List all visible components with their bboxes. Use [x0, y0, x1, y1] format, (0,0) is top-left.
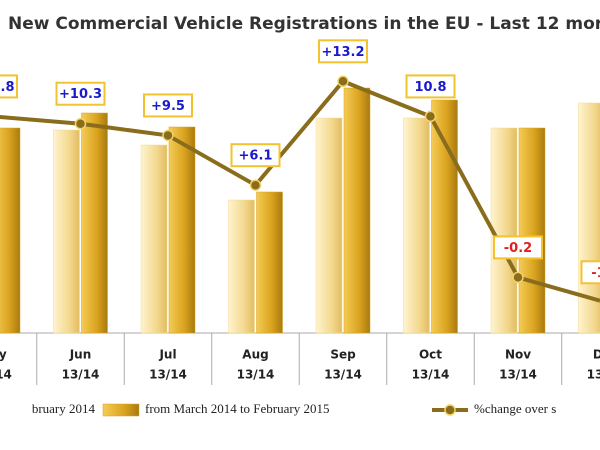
x-tick-label: Aug [242, 348, 268, 362]
line-marker [512, 271, 524, 284]
bar [431, 99, 458, 334]
bar [0, 127, 21, 334]
x-tick-label: May [0, 348, 7, 362]
value-label-box [493, 235, 543, 260]
x-tick-sublabel: 13/14 [0, 368, 12, 382]
value-label: +10.8 [0, 80, 14, 95]
bar [490, 127, 518, 334]
chart-title: New Commercial Vehicle Registrations in … [8, 14, 600, 34]
legend-swatch-marker [444, 404, 456, 416]
x-tick-sublabel: 13/14 [149, 368, 187, 382]
line-marker [162, 129, 174, 142]
x-tick-label: Nov [505, 348, 531, 362]
x-tick-label: Jun [69, 348, 92, 362]
x-tick-sublabel: 13/14 [62, 368, 100, 382]
value-label: +10.3 [59, 87, 102, 102]
value-label-box [580, 260, 600, 285]
bar [228, 199, 255, 334]
line-marker [249, 179, 262, 191]
x-tick-sublabel: 13/14 [587, 368, 600, 382]
value-label: 10.8 [414, 80, 446, 95]
legend-label: bruary 2014 [32, 401, 96, 416]
legend-swatch [102, 403, 140, 417]
legend-label: %change over s [474, 401, 556, 416]
bar [53, 129, 80, 334]
legend-label: from March 2014 to February 2015 [145, 401, 330, 416]
value-label: +9.5 [151, 99, 185, 114]
bar [140, 144, 168, 334]
x-tick-sublabel: 13/14 [412, 368, 450, 382]
value-label-box [0, 74, 18, 99]
bar [81, 112, 108, 334]
x-tick-sublabel: 13/14 [499, 368, 537, 382]
x-tick-sublabel: 13/14 [237, 368, 275, 382]
x-tick-label: Jul [158, 348, 176, 362]
bar [403, 117, 430, 334]
value-label: +13.2 [322, 45, 365, 60]
value-label-box [143, 93, 193, 118]
x-tick-sublabel: 13/14 [324, 368, 362, 382]
value-label: -1.9 [591, 266, 600, 281]
bar [256, 191, 283, 334]
value-label-box [318, 39, 368, 64]
line-marker [337, 75, 349, 88]
x-tick-label: Dec [593, 348, 600, 362]
bar [315, 117, 343, 334]
line-marker [424, 110, 437, 123]
bar [518, 127, 546, 334]
value-label: -0.2 [504, 241, 532, 256]
value-label-box [55, 81, 106, 106]
value-label-box [405, 74, 456, 99]
bar [168, 126, 196, 334]
x-tick-label: Sep [330, 348, 356, 362]
value-label: +6.1 [239, 149, 273, 164]
bar [343, 87, 371, 334]
value-label-box [230, 143, 281, 168]
line-marker [74, 117, 87, 130]
x-tick-label: Oct [419, 348, 442, 362]
